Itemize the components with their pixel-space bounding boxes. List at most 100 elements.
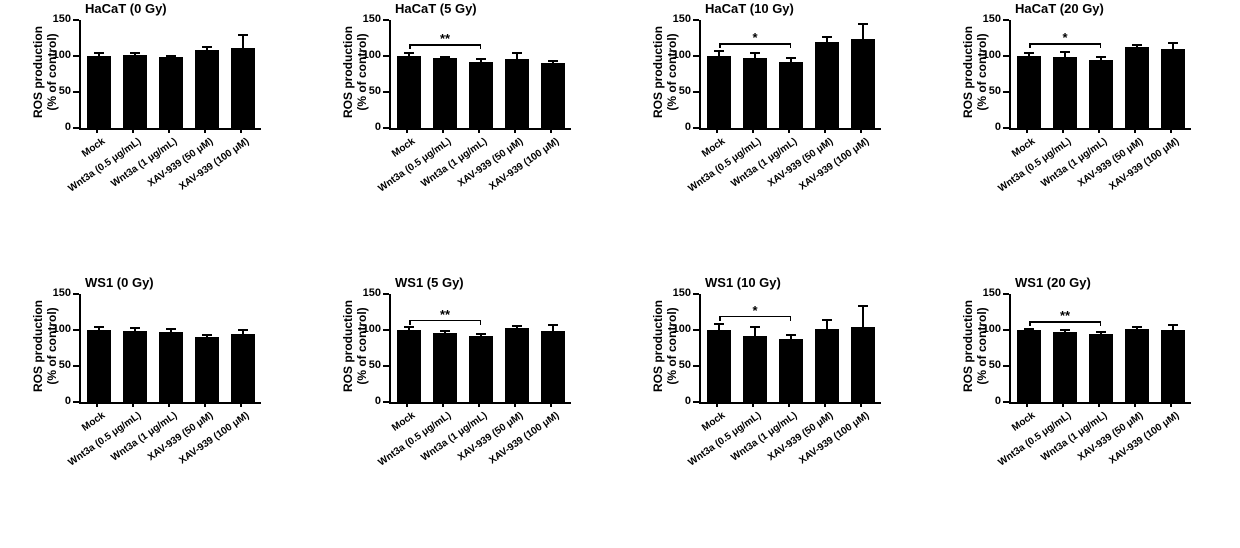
bar [743, 336, 767, 402]
bar [469, 336, 493, 402]
panel-title: HaCaT (10 Gy) [705, 1, 794, 16]
xtick [550, 128, 552, 133]
ytick [693, 55, 699, 57]
xtick [96, 402, 98, 407]
ytick-label: 0 [975, 121, 1001, 133]
bar [159, 332, 183, 402]
bar [779, 339, 803, 402]
error-bar-cap [786, 334, 796, 336]
significance-bracket-end [719, 43, 721, 48]
significance-bracket-end [1029, 43, 1031, 48]
significance-label: * [740, 303, 770, 318]
xtick [168, 402, 170, 407]
ytick-label: 100 [355, 49, 381, 61]
error-bar-cap [238, 329, 248, 331]
xtick [514, 402, 516, 407]
error-bar-line [862, 305, 864, 327]
ytick [1003, 329, 1009, 331]
plot-area: * [1009, 20, 1191, 130]
error-bar-cap [476, 333, 486, 335]
xtick [752, 402, 754, 407]
xtick [550, 402, 552, 407]
bar [1053, 332, 1077, 402]
xtick [1170, 128, 1172, 133]
significance-bracket-end [1100, 321, 1102, 326]
error-bar-cap [750, 52, 760, 54]
panel-ws1_5: WS1 (5 Gy)ROS production (% of control)*… [315, 274, 615, 548]
ytick-label: 150 [45, 287, 71, 299]
ytick [1003, 401, 1009, 403]
ytick-label: 50 [355, 85, 381, 97]
error-bar-cap [94, 326, 104, 328]
significance-bracket-end [790, 316, 792, 321]
ytick-label: 50 [665, 85, 691, 97]
significance-bracket-end [790, 43, 792, 48]
error-bar-line [242, 34, 244, 48]
significance-label: ** [430, 31, 460, 46]
error-bar-cap [822, 319, 832, 321]
significance-bracket-end [719, 316, 721, 321]
ytick [73, 365, 79, 367]
error-bar-cap [822, 36, 832, 38]
ytick [693, 127, 699, 129]
row-ws1: WS1 (0 Gy)ROS production (% of control)0… [0, 274, 1240, 548]
y-axis-label: ROS production (% of control) [651, 292, 679, 400]
error-bar-cap [858, 23, 868, 25]
y-axis-label: ROS production (% of control) [961, 292, 989, 400]
xtick [406, 128, 408, 133]
xtick [860, 128, 862, 133]
error-bar-cap [1132, 44, 1142, 46]
significance-bracket-end [409, 320, 411, 325]
xtick [1026, 402, 1028, 407]
error-bar-cap [548, 60, 558, 62]
error-bar-cap [714, 323, 724, 325]
ytick [693, 365, 699, 367]
bar [397, 330, 421, 402]
ytick-label: 100 [665, 323, 691, 335]
y-axis-label: ROS production (% of control) [31, 18, 59, 126]
ytick-label: 0 [45, 121, 71, 133]
panel-ws1_20: WS1 (20 Gy)ROS production (% of control)… [935, 274, 1235, 548]
bar [397, 56, 421, 128]
panel-hacat_0: HaCaT (0 Gy)ROS production (% of control… [5, 0, 305, 274]
bar [815, 329, 839, 402]
bar [159, 57, 183, 128]
ytick-label: 100 [665, 49, 691, 61]
y-axis-label: ROS production (% of control) [341, 18, 369, 126]
xtick [240, 402, 242, 407]
y-axis-label: ROS production (% of control) [31, 292, 59, 400]
bar [743, 58, 767, 128]
bar [195, 337, 219, 402]
error-bar-cap [404, 326, 414, 328]
ytick [383, 329, 389, 331]
bar [707, 330, 731, 402]
ytick [693, 329, 699, 331]
bar [541, 331, 565, 402]
y-axis-label: ROS production (% of control) [961, 18, 989, 126]
y-axis-label: ROS production (% of control) [651, 18, 679, 126]
xtick [204, 128, 206, 133]
panel-ws1_10: WS1 (10 Gy)ROS production (% of control)… [625, 274, 925, 548]
ytick-label: 50 [975, 85, 1001, 97]
bar [231, 48, 255, 128]
bar [195, 50, 219, 128]
ytick-label: 0 [665, 121, 691, 133]
error-bar-cap [786, 57, 796, 59]
xtick [96, 128, 98, 133]
error-bar-cap [130, 327, 140, 329]
ytick-label: 0 [355, 395, 381, 407]
xtick [168, 128, 170, 133]
xtick [1062, 402, 1064, 407]
xtick [406, 402, 408, 407]
ytick [383, 365, 389, 367]
bar [505, 59, 529, 128]
ytick-label: 100 [355, 323, 381, 335]
bar [851, 39, 875, 128]
ytick [693, 19, 699, 21]
ytick [73, 55, 79, 57]
significance-label: ** [430, 307, 460, 322]
plot-area: ** [1009, 294, 1191, 404]
xtick [752, 128, 754, 133]
plot-area [79, 20, 261, 130]
ytick [1003, 91, 1009, 93]
